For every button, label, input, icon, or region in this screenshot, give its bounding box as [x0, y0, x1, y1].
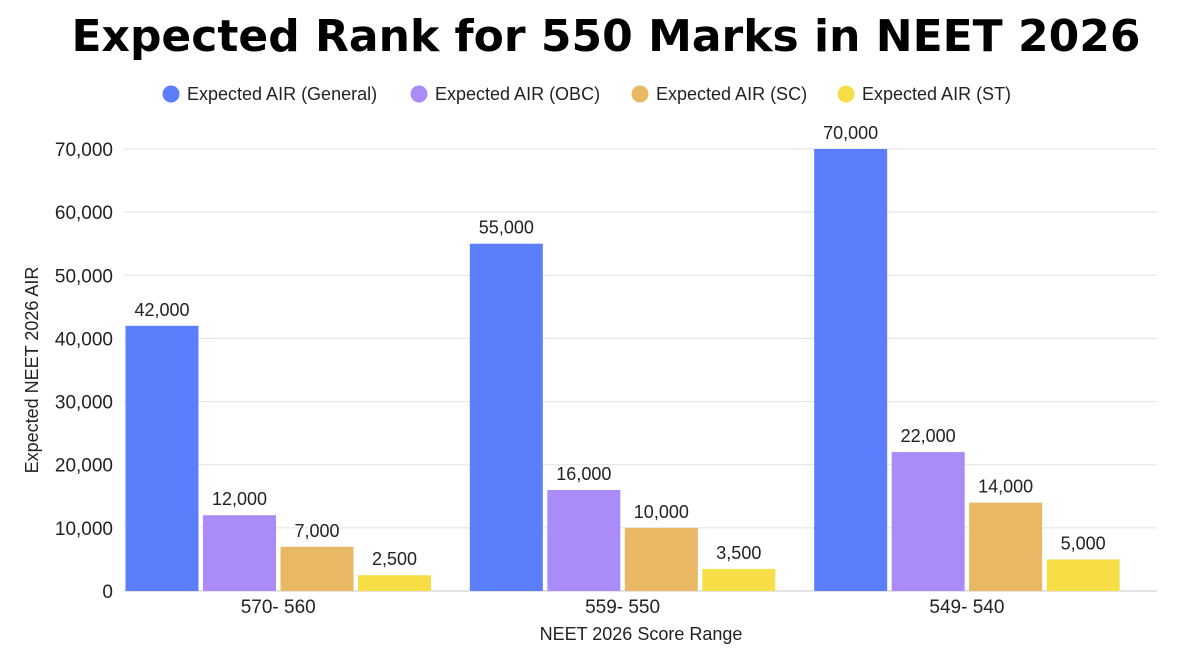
y-tick-label: 70,000 — [55, 140, 113, 161]
legend-label: Expected AIR (ST) — [862, 84, 1011, 104]
bar — [969, 502, 1043, 591]
legend-swatch — [410, 85, 428, 103]
y-axis-title: Expected NEET 2026 AIR — [22, 267, 42, 474]
x-tick-label: 559- 550 — [585, 597, 660, 618]
legend-label: Expected AIR (OBC) — [435, 84, 600, 104]
y-tick-label: 50,000 — [55, 266, 113, 287]
bar-data-label: 22,000 — [901, 426, 956, 446]
bar-data-label: 10,000 — [634, 502, 689, 522]
x-axis-title: NEET 2026 Score Range — [540, 624, 743, 644]
y-tick-label: 60,000 — [55, 203, 113, 224]
bar — [1046, 559, 1120, 591]
legend-item: Expected AIR (SC) — [631, 84, 807, 104]
bar — [814, 149, 888, 591]
bar — [702, 568, 776, 591]
y-tick-label: 10,000 — [55, 519, 113, 540]
bar — [624, 527, 698, 591]
y-tick-label: 30,000 — [55, 393, 113, 414]
bar — [469, 243, 543, 591]
bar-data-label: 16,000 — [556, 464, 611, 484]
bar — [891, 452, 965, 591]
bar-data-label: 14,000 — [978, 477, 1033, 497]
bar-data-label: 12,000 — [212, 489, 267, 509]
x-axis-tick-labels: 570- 560 559- 550 549- 540 — [241, 597, 1005, 618]
y-tick-label: 40,000 — [55, 329, 113, 350]
bar — [203, 515, 276, 591]
bar-data-label: 42,000 — [134, 300, 189, 320]
y-gridlines — [124, 148, 1157, 592]
y-tick-label: 20,000 — [55, 456, 113, 477]
x-tick-label: 549- 540 — [929, 597, 1004, 618]
bar — [280, 546, 354, 591]
chart-title: Expected Rank for 550 Marks in NEET 2026 — [72, 11, 1141, 62]
legend-label: Expected AIR (General) — [187, 84, 377, 104]
legend-item: Expected AIR (General) — [162, 84, 377, 104]
chart-legend: Expected AIR (General) Expected AIR (OBC)… — [162, 84, 1011, 104]
legend-swatch — [162, 85, 180, 103]
legend-item: Expected AIR (OBC) — [410, 84, 600, 104]
bar-data-label: 2,500 — [372, 549, 417, 569]
bar-data-label: 55,000 — [479, 218, 534, 238]
bar — [125, 325, 199, 591]
bar-data-label: 70,000 — [823, 123, 878, 143]
y-axis-tick-labels: 0 10,000 20,000 30,000 40,000 50,000 60,000 70,… — [55, 140, 113, 603]
legend-item: Expected AIR (ST) — [837, 84, 1011, 104]
legend-swatch — [837, 85, 855, 103]
legend-label: Expected AIR (SC) — [656, 84, 807, 104]
bar-series — [125, 149, 1120, 591]
bar — [358, 575, 431, 591]
legend-swatch — [631, 85, 649, 103]
bar — [547, 489, 621, 591]
bar-data-label: 3,500 — [716, 543, 761, 563]
bar-data-label: 5,000 — [1061, 533, 1106, 553]
bar-data-label: 7,000 — [294, 521, 339, 541]
bar-data-labels: 42,000 12,000 7,000 2,500 55,000 16,000 10,000… — [134, 123, 1105, 569]
x-tick-label: 570- 560 — [241, 597, 316, 618]
y-tick-label: 0 — [102, 582, 113, 603]
